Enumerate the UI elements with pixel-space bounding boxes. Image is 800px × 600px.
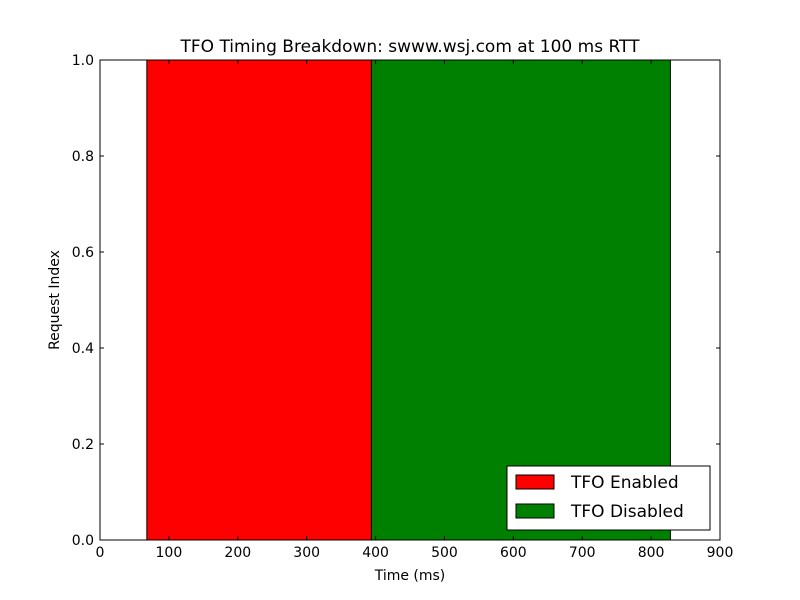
y-tick-label: 0.2: [72, 437, 94, 453]
x-tick-label: 200: [224, 545, 251, 561]
x-tick-label: 600: [500, 545, 527, 561]
x-tick-label: 800: [638, 545, 665, 561]
x-tick-label: 300: [293, 545, 320, 561]
bars-group: [146, 59, 671, 541]
bar-tfo-enabled: [146, 59, 372, 541]
x-axis-label: Time (ms): [374, 568, 446, 584]
legend-box: [506, 465, 711, 531]
x-tick-label: 100: [156, 545, 183, 561]
chart-title: TFO Timing Breakdown: swww.wsj.com at 10…: [180, 37, 641, 57]
y-tick-label: 0.0: [72, 533, 94, 549]
y-tick-label: 0.6: [72, 245, 94, 261]
legend: TFO Enabled TFO Disabled: [506, 465, 711, 531]
legend-swatch-tfo-enabled: [515, 474, 555, 490]
y-tick-label: 1.0: [72, 53, 94, 69]
legend-label-tfo-disabled: TFO Disabled: [570, 502, 684, 522]
x-axis-ticks: 0 100 200 300 400 500 600 700 800 900: [96, 60, 734, 561]
x-tick-label: 900: [707, 545, 734, 561]
plot-frame: [99, 59, 721, 541]
legend-label-tfo-enabled: TFO Enabled: [570, 473, 679, 493]
y-tick-label: 0.8: [72, 149, 94, 165]
y-axis-label: Request Index: [47, 250, 63, 350]
y-axis-ticks: 0.0 0.2 0.4 0.6 0.8 1.0: [72, 53, 720, 549]
legend-swatch-tfo-disabled: [515, 503, 555, 519]
y-tick-label: 0.4: [72, 341, 94, 357]
x-tick-label: 0: [96, 545, 105, 561]
x-tick-label: 500: [431, 545, 458, 561]
x-tick-label: 400: [362, 545, 389, 561]
x-tick-label: 700: [569, 545, 596, 561]
